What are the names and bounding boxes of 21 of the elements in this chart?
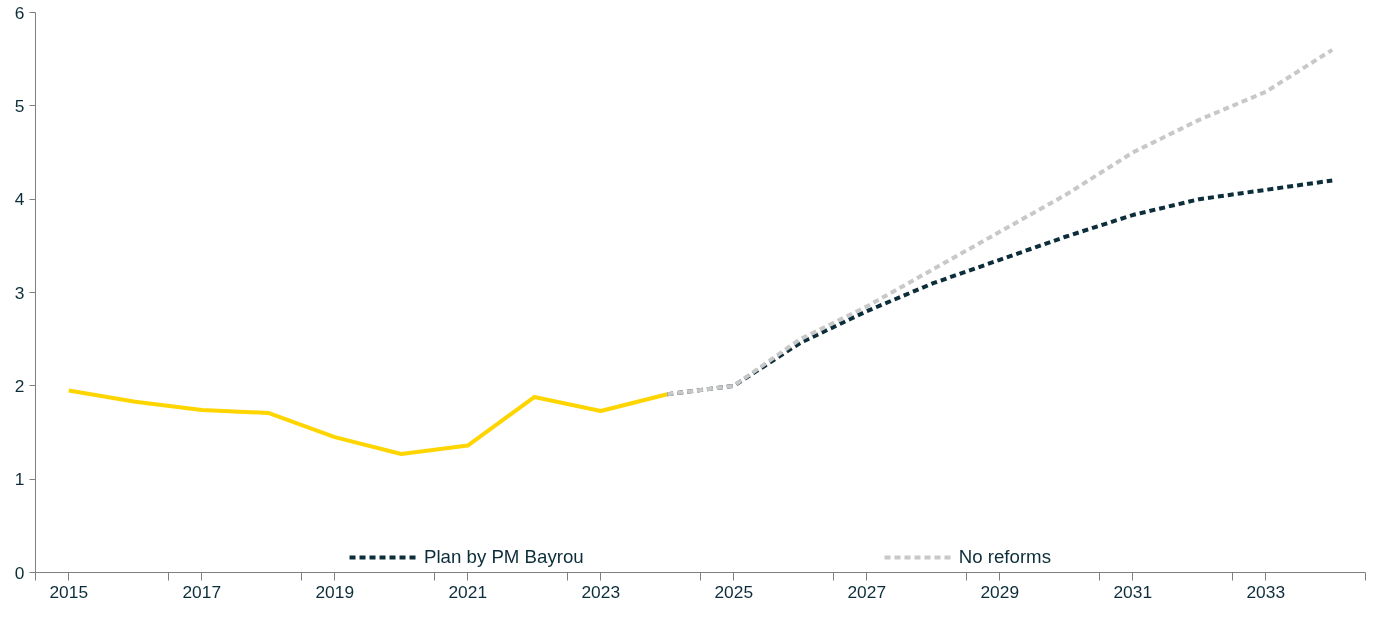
- y-tick-label: 6: [14, 2, 25, 23]
- x-tick-label: 2027: [847, 581, 887, 602]
- x-tick-label: 2021: [448, 581, 488, 602]
- line-series: [665, 47, 1335, 397]
- x-tick-label: 2029: [980, 581, 1020, 602]
- legend-label: Plan by PM Bayrou: [424, 546, 584, 568]
- x-tick-label: 2033: [1246, 581, 1286, 602]
- x-tick-label: 2015: [49, 581, 89, 602]
- x-tick-label: 2031: [1113, 581, 1153, 602]
- y-tick-label: 3: [14, 282, 25, 303]
- y-tick-label: 0: [14, 562, 25, 583]
- x-tick-label: 2023: [581, 581, 621, 602]
- y-tick-label: 2: [14, 375, 25, 396]
- x-tick-label: 2017: [182, 581, 222, 602]
- y-tick-label: 5: [14, 95, 25, 116]
- x-tick-label: 2019: [315, 581, 355, 602]
- y-tick-label: 1: [14, 469, 25, 490]
- legend-label: No reforms: [958, 546, 1051, 568]
- line-series: [66, 388, 670, 456]
- y-tick-label: 4: [14, 189, 25, 210]
- x-tick-label: 2025: [714, 581, 754, 602]
